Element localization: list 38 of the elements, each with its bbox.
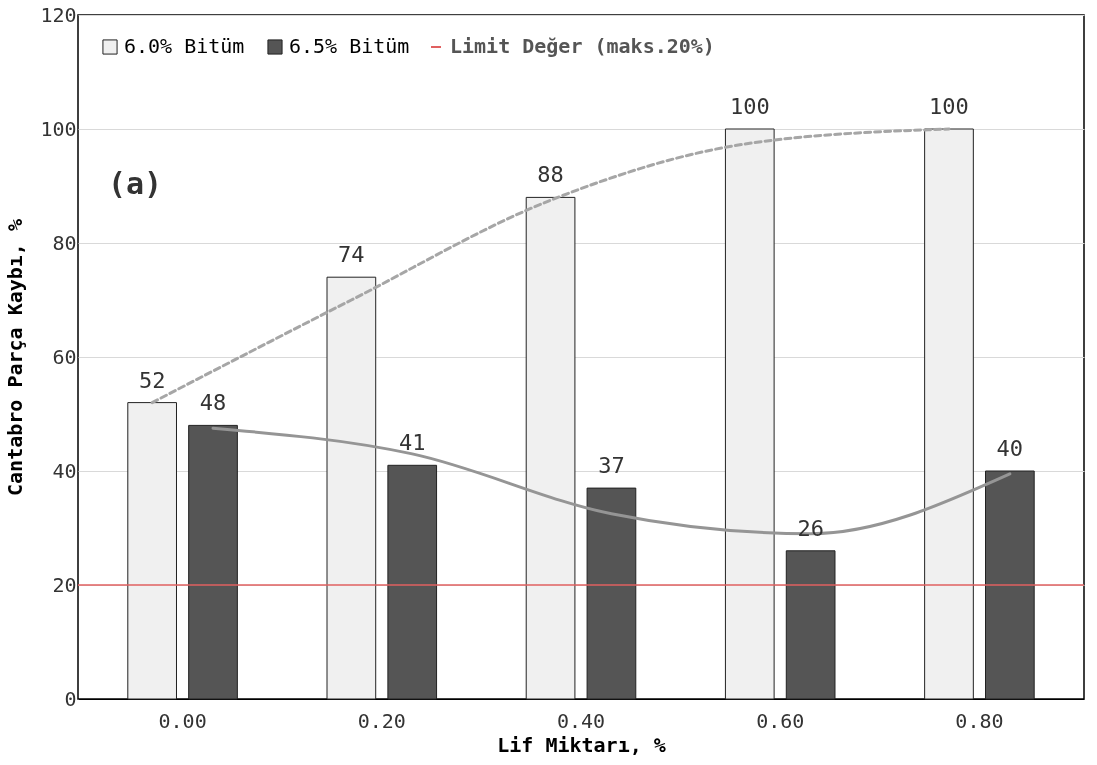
bar	[724, 128, 775, 700]
x-axis-title: Lif Miktarı, %	[497, 732, 666, 757]
bar	[785, 550, 836, 700]
data-label: 37	[598, 453, 625, 479]
data-label: 52	[138, 367, 166, 393]
x-tick-label: 0.40	[556, 708, 606, 733]
data-label: 48	[199, 390, 227, 416]
data-label: 88	[537, 162, 564, 188]
x-tick-label: 0.00	[158, 708, 207, 733]
data-label: 26	[797, 515, 824, 541]
data-label: 41	[398, 430, 426, 456]
y-tick-label: 80	[52, 230, 77, 255]
bar	[127, 402, 177, 700]
data-label: 40	[996, 436, 1024, 461]
y-axis-title: Cantabro Parça Kaybı, %	[3, 219, 28, 496]
legend-label: Limit Değer (maks.20%)	[450, 34, 715, 58]
bar	[326, 276, 377, 700]
bar	[525, 196, 576, 700]
bar	[387, 464, 438, 700]
y-tick-label: 20	[52, 572, 77, 597]
y-tick-label: 60	[52, 344, 77, 369]
data-label: 100	[729, 94, 770, 119]
y-tick-label: 120	[40, 2, 77, 27]
legend-label: 6.5% Bitüm	[289, 34, 410, 58]
y-tick-label: 0	[64, 686, 77, 711]
data-label: 74	[338, 242, 365, 268]
data-label: 100	[929, 94, 969, 119]
x-tick-label: 0.20	[357, 708, 406, 733]
x-tick-label: 0.80	[955, 708, 1004, 733]
bar	[985, 470, 1035, 700]
x-tick-label: 0.60	[756, 708, 805, 733]
legend-label: 6.0% Bitüm	[124, 34, 245, 58]
annotation: (a)	[108, 166, 163, 201]
bar	[924, 128, 974, 700]
y-tick-label: 100	[40, 116, 77, 141]
bar	[188, 424, 238, 700]
y-tick-label: 40	[52, 458, 77, 483]
bar	[586, 487, 637, 700]
